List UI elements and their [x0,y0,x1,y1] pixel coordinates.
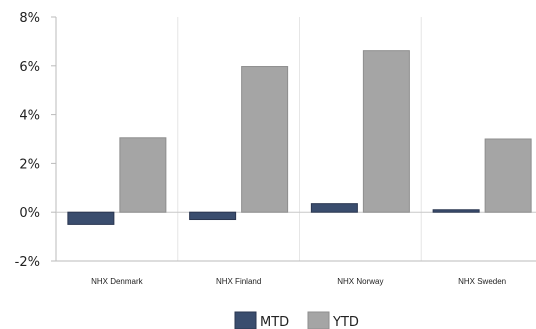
legend-label-ytd: YTD [332,315,359,329]
bars [67,50,532,225]
x-category-label: NHX Sweden [458,277,506,286]
legend-swatch-ytd [307,311,330,329]
y-axis-tick-labels: -2% 0% 2% 4% 6% 8% [15,11,56,270]
y-tick-label: 2% [19,157,40,172]
bar-mtd-nhx-norway [310,203,358,213]
x-category-label: NHX Denmark [91,277,144,286]
bar-ytd-nhx-sweden [484,138,532,213]
x-category-label: NHX Norway [337,277,383,286]
y-tick-label: -2% [15,255,40,270]
bar-mtd-nhx-sweden [432,209,480,213]
y-tick-label: 6% [19,60,40,75]
legend-swatch-mtd [234,311,257,329]
legend: MTD YTD [234,311,359,329]
bar-ytd-nhx-denmark [119,137,167,213]
x-axis-category-labels: NHX Denmark NHX Finland NHX Norway NHX Swed… [91,277,506,286]
grid-lines [177,17,422,261]
bar-ytd-nhx-finland [241,66,289,213]
bar-mtd-nhx-denmark [67,211,115,225]
bar-mtd-nhx-finland [189,211,237,221]
y-tick-label: 4% [19,109,40,124]
bar-ytd-nhx-norway [362,50,410,213]
y-tick-label: 0% [19,206,40,221]
legend-label-mtd: MTD [260,315,289,329]
y-tick-label: 8% [19,11,40,26]
x-category-label: NHX Finland [216,277,261,286]
